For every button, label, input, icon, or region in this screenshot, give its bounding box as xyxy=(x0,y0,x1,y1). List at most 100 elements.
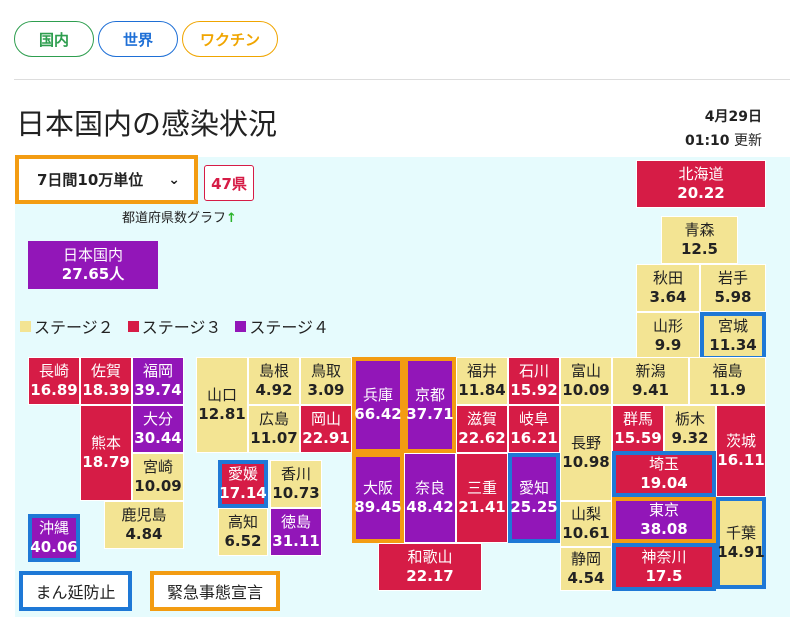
prefecture-name: 広島 xyxy=(258,410,289,429)
prefecture-block[interactable]: 岩手 5.98 xyxy=(700,264,766,312)
prefecture-block[interactable]: 愛知 25.25 xyxy=(508,453,560,543)
key-manbou: まん延防止 xyxy=(19,571,132,611)
prefecture-value: 30.44 xyxy=(134,429,182,447)
prefecture-block[interactable]: 鹿児島 4.84 xyxy=(104,501,184,549)
key-manbou-label: まん延防止 xyxy=(35,583,116,602)
prefecture-value: 16.89 xyxy=(30,381,78,399)
tab-vaccine[interactable]: ワクチン xyxy=(182,21,278,57)
prefecture-block[interactable]: 香川 10.73 xyxy=(270,460,322,508)
unit-select[interactable]: 7日間10万単位 ⌄ xyxy=(15,155,198,204)
prefecture-block[interactable]: 佐賀 18.39 xyxy=(80,357,132,405)
prefecture-value: 12.5 xyxy=(680,240,718,258)
prefecture-name: 長崎 xyxy=(38,362,69,381)
prefecture-block[interactable]: 山口 12.81 xyxy=(196,357,248,453)
prefecture-block[interactable]: 島根 4.92 xyxy=(248,357,300,405)
prefecture-block[interactable]: 新潟 9.41 xyxy=(612,357,689,405)
prefecture-name: 青森 xyxy=(684,221,715,240)
prefecture-block[interactable]: 神奈川 17.5 xyxy=(612,543,716,591)
tab-world[interactable]: 世界 xyxy=(98,21,178,57)
prefecture-block[interactable]: 和歌山 22.17 xyxy=(378,543,482,591)
prefecture-block[interactable]: 大阪 89.45 xyxy=(352,453,404,543)
prefecture-name: 栃木 xyxy=(674,410,705,429)
prefecture-value: 48.42 xyxy=(406,498,454,516)
prefecture-block[interactable]: 宮崎 10.09 xyxy=(132,453,184,501)
prefecture-block[interactable]: 東京 38.08 xyxy=(612,497,716,543)
prefecture-block[interactable]: 熊本 18.79 xyxy=(80,405,132,501)
legend-swatch xyxy=(127,320,139,332)
prefecture-block[interactable]: 埼玉 19.04 xyxy=(612,451,716,497)
prefecture-name: 島根 xyxy=(258,362,289,381)
prefecture-value: 18.79 xyxy=(82,453,130,471)
prefecture-block[interactable]: 愛媛 17.14 xyxy=(218,460,268,508)
prefecture-block[interactable]: 千葉 14.91 xyxy=(716,497,766,589)
prefecture-block[interactable]: 福井 11.84 xyxy=(456,357,508,405)
tab-domestic-label: 国内 xyxy=(38,30,69,49)
prefecture-block[interactable]: 京都 37.71 xyxy=(404,357,456,453)
prefecture-name: 宮城 xyxy=(717,317,748,336)
graph-link-label: 都道府県数グラフ xyxy=(122,211,227,226)
prefecture-block[interactable]: 岐阜 16.21 xyxy=(508,405,560,453)
prefecture-value: 10.09 xyxy=(134,477,182,495)
prefecture-value: 89.45 xyxy=(354,498,402,516)
prefecture-value: 10.09 xyxy=(562,381,610,399)
prefecture-value: 15.92 xyxy=(510,381,558,399)
prefecture-name: 福岡 xyxy=(142,362,173,381)
prefecture-block[interactable]: 福島 11.9 xyxy=(689,357,766,405)
legend-stage-2: ステージ２ xyxy=(20,314,114,338)
prefecture-block[interactable]: 滋賀 22.62 xyxy=(456,405,508,453)
prefecture-value: 16.21 xyxy=(510,429,558,447)
prefecture-name: 奈良 xyxy=(414,479,445,498)
prefecture-block[interactable]: 石川 15.92 xyxy=(508,357,560,405)
prefecture-block[interactable]: 福岡 39.74 xyxy=(132,357,184,405)
national-label: 日本国内 xyxy=(62,245,123,264)
prefecture-block[interactable]: 沖縄 40.06 xyxy=(28,514,80,562)
legend-label: ステージ２ xyxy=(34,318,114,337)
prefecture-block[interactable]: 秋田 3.64 xyxy=(636,264,700,312)
prefecture-block[interactable]: 栃木 9.32 xyxy=(664,405,716,453)
prefecture-name: 東京 xyxy=(648,501,679,520)
prefecture-block[interactable]: 奈良 48.42 xyxy=(404,453,456,543)
prefecture-block[interactable]: 三重 21.41 xyxy=(456,453,508,543)
legend-swatch xyxy=(20,320,31,332)
prefecture-block[interactable]: 兵庫 66.42 xyxy=(352,357,404,453)
prefecture-name: 徳島 xyxy=(280,513,311,532)
prefecture-value: 22.17 xyxy=(406,567,454,585)
divider xyxy=(14,79,790,80)
prefecture-value: 15.59 xyxy=(614,429,662,447)
prefecture-value: 20.22 xyxy=(677,184,725,202)
prefecture-count-badge[interactable]: 47県 xyxy=(204,165,254,201)
prefecture-block[interactable]: 鳥取 3.09 xyxy=(300,357,352,405)
prefecture-block[interactable]: 富山 10.09 xyxy=(560,357,612,405)
prefecture-name: 山形 xyxy=(652,317,683,336)
prefecture-block[interactable]: 宮城 11.34 xyxy=(700,312,766,360)
tab-domestic[interactable]: 国内 xyxy=(14,21,94,57)
prefecture-block[interactable]: 長崎 16.89 xyxy=(28,357,80,405)
prefecture-block[interactable]: 群馬 15.59 xyxy=(612,405,664,453)
prefecture-value: 12.81 xyxy=(198,405,246,423)
prefecture-name: 岐阜 xyxy=(518,410,549,429)
update-time: 01:10 更新 xyxy=(685,130,762,150)
prefecture-block[interactable]: 山形 9.9 xyxy=(636,312,700,360)
prefecture-block[interactable]: 岡山 22.91 xyxy=(300,405,352,453)
unit-select-value: 7日間10万単位 xyxy=(37,171,144,189)
prefecture-block[interactable]: 山梨 10.61 xyxy=(560,501,612,547)
prefecture-block[interactable]: 大分 30.44 xyxy=(132,405,184,453)
prefecture-graph-link[interactable]: 都道府県数グラフ↑ xyxy=(122,207,237,226)
prefecture-block[interactable]: 広島 11.07 xyxy=(248,405,300,453)
prefecture-block[interactable]: 茨城 16.11 xyxy=(716,405,766,497)
prefecture-name: 千葉 xyxy=(725,524,756,543)
prefecture-block[interactable]: 長野 10.98 xyxy=(560,405,612,501)
prefecture-value: 11.84 xyxy=(458,381,506,399)
prefecture-block[interactable]: 北海道 20.22 xyxy=(636,160,766,208)
prefecture-value: 25.25 xyxy=(510,498,558,516)
prefecture-value: 5.98 xyxy=(714,288,752,306)
prefecture-block[interactable]: 静岡 4.54 xyxy=(560,547,612,591)
prefecture-block[interactable]: 高知 6.52 xyxy=(218,508,268,556)
prefecture-value: 22.91 xyxy=(302,429,350,447)
prefecture-block[interactable]: 徳島 31.11 xyxy=(270,508,322,556)
page-title: 日本国内の感染状況 xyxy=(16,107,278,141)
prefecture-name: 兵庫 xyxy=(362,386,393,405)
tab-vaccine-label: ワクチン xyxy=(199,30,260,49)
prefecture-name: 神奈川 xyxy=(641,548,687,567)
prefecture-block[interactable]: 青森 12.5 xyxy=(661,216,738,264)
